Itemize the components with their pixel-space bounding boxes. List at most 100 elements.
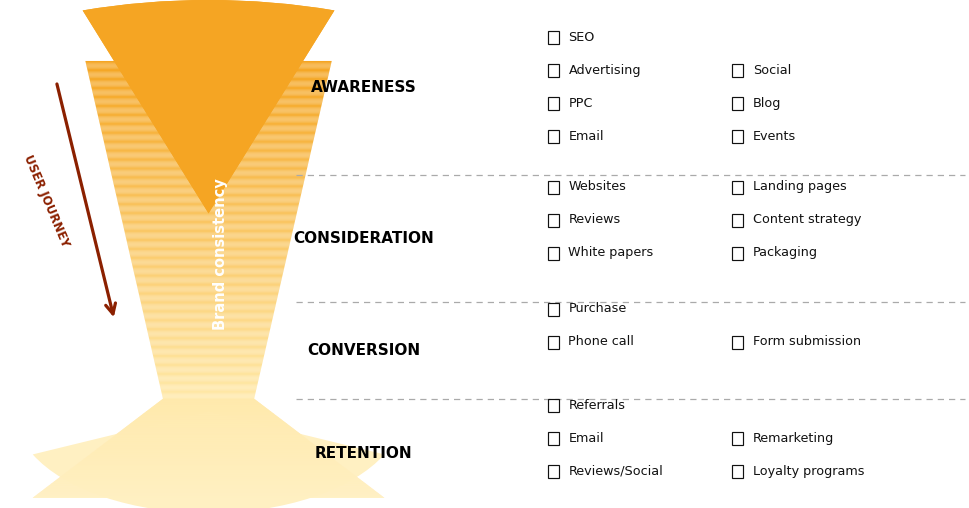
Polygon shape [141,415,275,416]
Polygon shape [160,388,257,389]
Polygon shape [97,113,320,114]
Wedge shape [110,48,306,58]
Polygon shape [99,122,318,123]
Polygon shape [109,166,307,167]
Polygon shape [85,457,331,458]
Wedge shape [155,123,262,130]
Polygon shape [157,374,260,375]
Polygon shape [109,164,308,165]
Polygon shape [130,423,287,424]
Polygon shape [149,338,267,339]
Polygon shape [111,437,305,438]
Text: Referrals: Referrals [568,399,625,412]
Wedge shape [100,29,317,41]
Polygon shape [55,480,361,481]
Polygon shape [130,255,287,256]
Polygon shape [92,89,325,90]
Polygon shape [161,389,256,390]
Wedge shape [125,72,292,81]
Polygon shape [125,234,292,236]
Polygon shape [54,481,362,482]
Polygon shape [144,320,272,321]
Polygon shape [72,467,345,468]
Polygon shape [129,424,288,425]
Polygon shape [109,439,307,440]
Polygon shape [122,429,295,430]
Polygon shape [152,351,265,352]
Text: Form submission: Form submission [752,335,860,348]
Polygon shape [141,415,275,416]
Polygon shape [103,443,314,444]
Polygon shape [134,420,283,421]
Polygon shape [41,491,376,492]
Polygon shape [58,478,359,479]
Polygon shape [141,301,276,302]
Polygon shape [147,330,269,331]
Wedge shape [203,205,213,208]
Polygon shape [137,283,280,284]
Polygon shape [69,469,348,470]
Polygon shape [76,464,341,465]
Polygon shape [145,411,271,412]
Polygon shape [105,146,312,148]
Polygon shape [150,407,266,408]
Polygon shape [115,434,301,435]
Polygon shape [94,99,323,101]
Polygon shape [86,66,330,67]
Text: Content strategy: Content strategy [752,213,860,227]
Polygon shape [113,185,303,186]
Polygon shape [94,101,323,102]
Polygon shape [156,368,261,369]
Polygon shape [125,236,292,237]
Polygon shape [34,496,383,497]
Polygon shape [130,253,287,255]
Polygon shape [43,489,374,490]
Polygon shape [69,469,348,470]
Polygon shape [143,412,273,414]
Polygon shape [155,365,262,366]
Wedge shape [150,115,266,122]
Polygon shape [127,243,290,244]
Polygon shape [136,280,281,281]
Polygon shape [94,450,323,451]
Text: CONSIDERATION: CONSIDERATION [293,231,434,246]
Polygon shape [126,426,291,427]
Polygon shape [160,384,257,385]
Polygon shape [38,493,379,494]
Polygon shape [109,161,308,163]
Polygon shape [60,476,357,477]
Polygon shape [115,194,301,195]
Polygon shape [139,294,278,295]
Wedge shape [178,163,238,168]
Polygon shape [87,69,329,70]
Polygon shape [117,433,299,434]
Wedge shape [160,131,257,137]
Polygon shape [151,349,266,351]
Polygon shape [106,151,311,152]
Polygon shape [140,416,277,417]
Wedge shape [181,168,235,173]
Polygon shape [139,293,278,294]
Polygon shape [106,150,311,151]
Polygon shape [98,116,319,117]
Polygon shape [97,111,320,112]
Polygon shape [113,181,303,182]
Polygon shape [96,107,321,108]
Polygon shape [153,358,264,359]
Polygon shape [158,379,259,381]
Polygon shape [145,325,271,326]
Wedge shape [205,208,211,211]
Polygon shape [93,96,324,97]
Wedge shape [138,93,279,102]
Polygon shape [126,239,291,240]
Polygon shape [127,425,290,426]
Polygon shape [121,217,296,218]
Polygon shape [161,390,256,391]
Polygon shape [95,105,322,106]
Polygon shape [135,277,282,278]
Text: Purchase: Purchase [568,302,626,315]
Polygon shape [107,152,310,153]
Polygon shape [131,259,286,260]
Polygon shape [77,463,340,464]
Text: CONVERSION: CONVERSION [307,343,420,358]
